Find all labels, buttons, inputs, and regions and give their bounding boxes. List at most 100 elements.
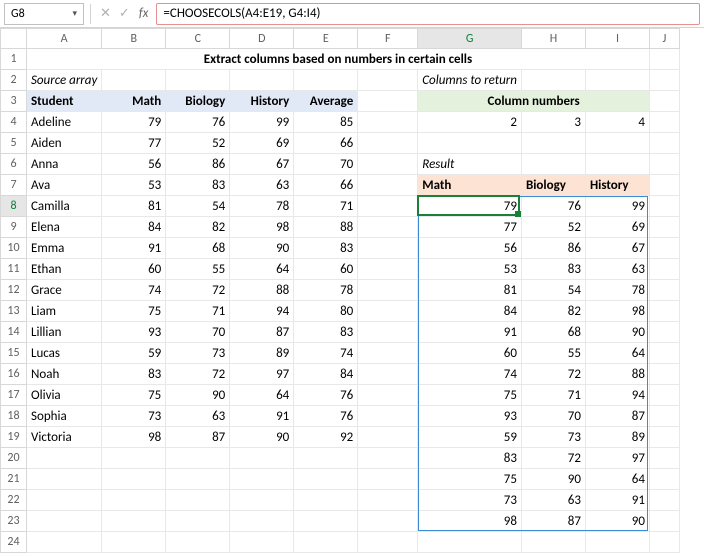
cell-A10[interactable]: Emma xyxy=(27,238,102,259)
row-head-4[interactable]: 4 xyxy=(1,112,27,133)
row-head-19[interactable]: 19 xyxy=(1,427,27,448)
name-box-dropdown-icon[interactable]: ▾ xyxy=(72,8,77,19)
cell-E16[interactable]: 84 xyxy=(294,364,358,385)
cell-D13[interactable]: 94 xyxy=(230,301,294,322)
cell-F12[interactable] xyxy=(358,280,418,301)
cell-H14[interactable]: 68 xyxy=(521,322,585,343)
cell-G15[interactable]: 60 xyxy=(418,343,522,364)
cell-E15[interactable]: 74 xyxy=(294,343,358,364)
cell-I7[interactable]: History xyxy=(585,175,649,196)
cell-D5[interactable]: 69 xyxy=(230,133,294,154)
cell-E14[interactable]: 83 xyxy=(294,322,358,343)
cell-C18[interactable]: 63 xyxy=(166,406,230,427)
cell-C8[interactable]: 54 xyxy=(166,196,230,217)
cell-F5[interactable] xyxy=(358,133,418,154)
cell-D4[interactable]: 99 xyxy=(230,112,294,133)
cell-C10[interactable]: 68 xyxy=(166,238,230,259)
cell-A14[interactable]: Lillian xyxy=(27,322,102,343)
cell-J15[interactable] xyxy=(649,343,679,364)
row-head-3[interactable]: 3 xyxy=(1,91,27,112)
cell-J24[interactable] xyxy=(649,532,679,553)
cell-E22[interactable] xyxy=(294,490,358,511)
cell-C17[interactable]: 90 xyxy=(166,385,230,406)
cell-D19[interactable]: 90 xyxy=(230,427,294,448)
cell-B23[interactable] xyxy=(102,511,166,532)
cell-H15[interactable]: 55 xyxy=(521,343,585,364)
row-head-20[interactable]: 20 xyxy=(1,448,27,469)
cell-G17[interactable]: 75 xyxy=(418,385,522,406)
cell-E8[interactable]: 71 xyxy=(294,196,358,217)
row-head-8[interactable]: 8 xyxy=(1,196,27,217)
cell-C7[interactable]: 83 xyxy=(166,175,230,196)
cell-D16[interactable]: 97 xyxy=(230,364,294,385)
cell-C23[interactable] xyxy=(166,511,230,532)
cell-I24[interactable] xyxy=(585,532,649,553)
cell-H10[interactable]: 86 xyxy=(521,238,585,259)
cell-A13[interactable]: Liam xyxy=(27,301,102,322)
cell-I11[interactable]: 63 xyxy=(585,259,649,280)
cell-C11[interactable]: 55 xyxy=(166,259,230,280)
cell-B24[interactable] xyxy=(102,532,166,553)
cell-I15[interactable]: 64 xyxy=(585,343,649,364)
cell-I19[interactable]: 89 xyxy=(585,427,649,448)
cell-E9[interactable]: 88 xyxy=(294,217,358,238)
cell-J2[interactable] xyxy=(649,70,679,91)
cell-C20[interactable] xyxy=(166,448,230,469)
cell-F11[interactable] xyxy=(358,259,418,280)
cell-J22[interactable] xyxy=(649,490,679,511)
cell-B15[interactable]: 59 xyxy=(102,343,166,364)
cell-E7[interactable]: 66 xyxy=(294,175,358,196)
cell-D23[interactable] xyxy=(230,511,294,532)
cell-B10[interactable]: 91 xyxy=(102,238,166,259)
cell-A24[interactable] xyxy=(27,532,102,553)
row-head-1[interactable]: 1 xyxy=(1,49,27,70)
row-head-11[interactable]: 11 xyxy=(1,259,27,280)
cell-G21[interactable]: 75 xyxy=(418,469,522,490)
cell-F16[interactable] xyxy=(358,364,418,385)
cell-H22[interactable]: 63 xyxy=(521,490,585,511)
cell-F13[interactable] xyxy=(358,301,418,322)
cell-F21[interactable] xyxy=(358,469,418,490)
cell-D17[interactable]: 64 xyxy=(230,385,294,406)
cell-A7[interactable]: Ava xyxy=(27,175,102,196)
cell-F6[interactable] xyxy=(358,154,418,175)
cell-I4[interactable]: 4 xyxy=(585,112,649,133)
row-head-18[interactable]: 18 xyxy=(1,406,27,427)
col-head-H[interactable]: H xyxy=(521,29,585,49)
cell-B2[interactable] xyxy=(102,70,166,91)
cell-A18[interactable]: Sophia xyxy=(27,406,102,427)
cell-J1[interactable] xyxy=(649,49,679,70)
cell-C14[interactable]: 70 xyxy=(166,322,230,343)
cell-F8[interactable] xyxy=(358,196,418,217)
cell-A3[interactable]: Student xyxy=(27,91,102,112)
row-head-5[interactable]: 5 xyxy=(1,133,27,154)
cell-H19[interactable]: 73 xyxy=(521,427,585,448)
cell-E10[interactable]: 83 xyxy=(294,238,358,259)
cell-J18[interactable] xyxy=(649,406,679,427)
cell-D15[interactable]: 89 xyxy=(230,343,294,364)
cell-G10[interactable]: 56 xyxy=(418,238,522,259)
cell-H20[interactable]: 72 xyxy=(521,448,585,469)
cell-D8[interactable]: 78 xyxy=(230,196,294,217)
cell-G3[interactable]: Column numbers xyxy=(418,91,650,112)
cell-A16[interactable]: Noah xyxy=(27,364,102,385)
cell-G7[interactable]: Math xyxy=(418,175,522,196)
cell-D24[interactable] xyxy=(230,532,294,553)
cell-C22[interactable] xyxy=(166,490,230,511)
cell-J7[interactable] xyxy=(649,175,679,196)
cell-A22[interactable] xyxy=(27,490,102,511)
cell-H13[interactable]: 82 xyxy=(521,301,585,322)
cell-F9[interactable] xyxy=(358,217,418,238)
cell-B19[interactable]: 98 xyxy=(102,427,166,448)
cell-D11[interactable]: 64 xyxy=(230,259,294,280)
cell-E11[interactable]: 60 xyxy=(294,259,358,280)
cell-D14[interactable]: 87 xyxy=(230,322,294,343)
row-head-24[interactable]: 24 xyxy=(1,532,27,553)
cell-E20[interactable] xyxy=(294,448,358,469)
cell-I2[interactable] xyxy=(585,70,649,91)
cell-B4[interactable]: 79 xyxy=(102,112,166,133)
cell-F4[interactable] xyxy=(358,112,418,133)
cell-J16[interactable] xyxy=(649,364,679,385)
cell-B18[interactable]: 73 xyxy=(102,406,166,427)
cell-A17[interactable]: Olivia xyxy=(27,385,102,406)
